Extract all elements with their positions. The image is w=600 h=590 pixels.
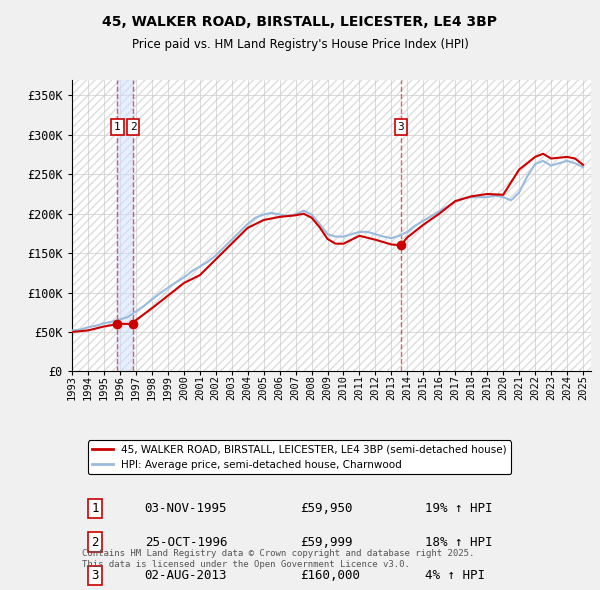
Text: 2015: 2015 (418, 375, 428, 399)
Text: 2006: 2006 (275, 375, 284, 399)
Text: 2: 2 (92, 536, 99, 549)
Text: 03-NOV-1995: 03-NOV-1995 (145, 502, 227, 515)
Text: 1993: 1993 (67, 375, 77, 399)
Text: 4% ↑ HPI: 4% ↑ HPI (425, 569, 485, 582)
Text: £160,000: £160,000 (301, 569, 361, 582)
Bar (118, 80, 133, 372)
Text: 2020: 2020 (498, 375, 508, 399)
Text: 18% ↑ HPI: 18% ↑ HPI (425, 536, 493, 549)
Text: 1: 1 (92, 502, 99, 515)
Text: 2022: 2022 (530, 375, 540, 399)
Text: 2012: 2012 (370, 375, 380, 399)
Text: 45, WALKER ROAD, BIRSTALL, LEICESTER, LE4 3BP: 45, WALKER ROAD, BIRSTALL, LEICESTER, LE… (103, 15, 497, 29)
Text: 2005: 2005 (259, 375, 269, 399)
Text: £59,950: £59,950 (301, 502, 353, 515)
Text: 2016: 2016 (434, 375, 444, 399)
Text: 1994: 1994 (83, 375, 93, 399)
Text: 2025: 2025 (578, 375, 588, 399)
Text: 2019: 2019 (482, 375, 492, 399)
Text: 2011: 2011 (355, 375, 364, 399)
Text: 3: 3 (397, 122, 404, 132)
Text: 2008: 2008 (307, 375, 317, 399)
Text: 2013: 2013 (386, 375, 397, 399)
Text: 2007: 2007 (290, 375, 301, 399)
Text: 1999: 1999 (163, 375, 173, 399)
Text: 2: 2 (130, 122, 136, 132)
Text: 2009: 2009 (323, 375, 332, 399)
Text: 2003: 2003 (227, 375, 236, 399)
Text: 1995: 1995 (99, 375, 109, 399)
Text: 1996: 1996 (115, 375, 125, 399)
Text: 2000: 2000 (179, 375, 189, 399)
Text: 2023: 2023 (546, 375, 556, 399)
Text: 2002: 2002 (211, 375, 221, 399)
Text: 02-AUG-2013: 02-AUG-2013 (145, 569, 227, 582)
Text: Contains HM Land Registry data © Crown copyright and database right 2025.
This d: Contains HM Land Registry data © Crown c… (82, 549, 475, 569)
Text: 2004: 2004 (242, 375, 253, 399)
Text: 1998: 1998 (147, 375, 157, 399)
Text: 2018: 2018 (466, 375, 476, 399)
Text: 2021: 2021 (514, 375, 524, 399)
Text: 2024: 2024 (562, 375, 572, 399)
Text: Price paid vs. HM Land Registry's House Price Index (HPI): Price paid vs. HM Land Registry's House … (131, 38, 469, 51)
Text: 2001: 2001 (195, 375, 205, 399)
Text: 2010: 2010 (338, 375, 349, 399)
Text: 19% ↑ HPI: 19% ↑ HPI (425, 502, 493, 515)
Text: 1997: 1997 (131, 375, 141, 399)
Text: 3: 3 (92, 569, 99, 582)
Text: £59,999: £59,999 (301, 536, 353, 549)
Text: 25-OCT-1996: 25-OCT-1996 (145, 536, 227, 549)
Text: 2017: 2017 (450, 375, 460, 399)
Legend: 45, WALKER ROAD, BIRSTALL, LEICESTER, LE4 3BP (semi-detached house), HPI: Averag: 45, WALKER ROAD, BIRSTALL, LEICESTER, LE… (88, 441, 511, 474)
Text: 1: 1 (114, 122, 121, 132)
Text: 2014: 2014 (403, 375, 412, 399)
